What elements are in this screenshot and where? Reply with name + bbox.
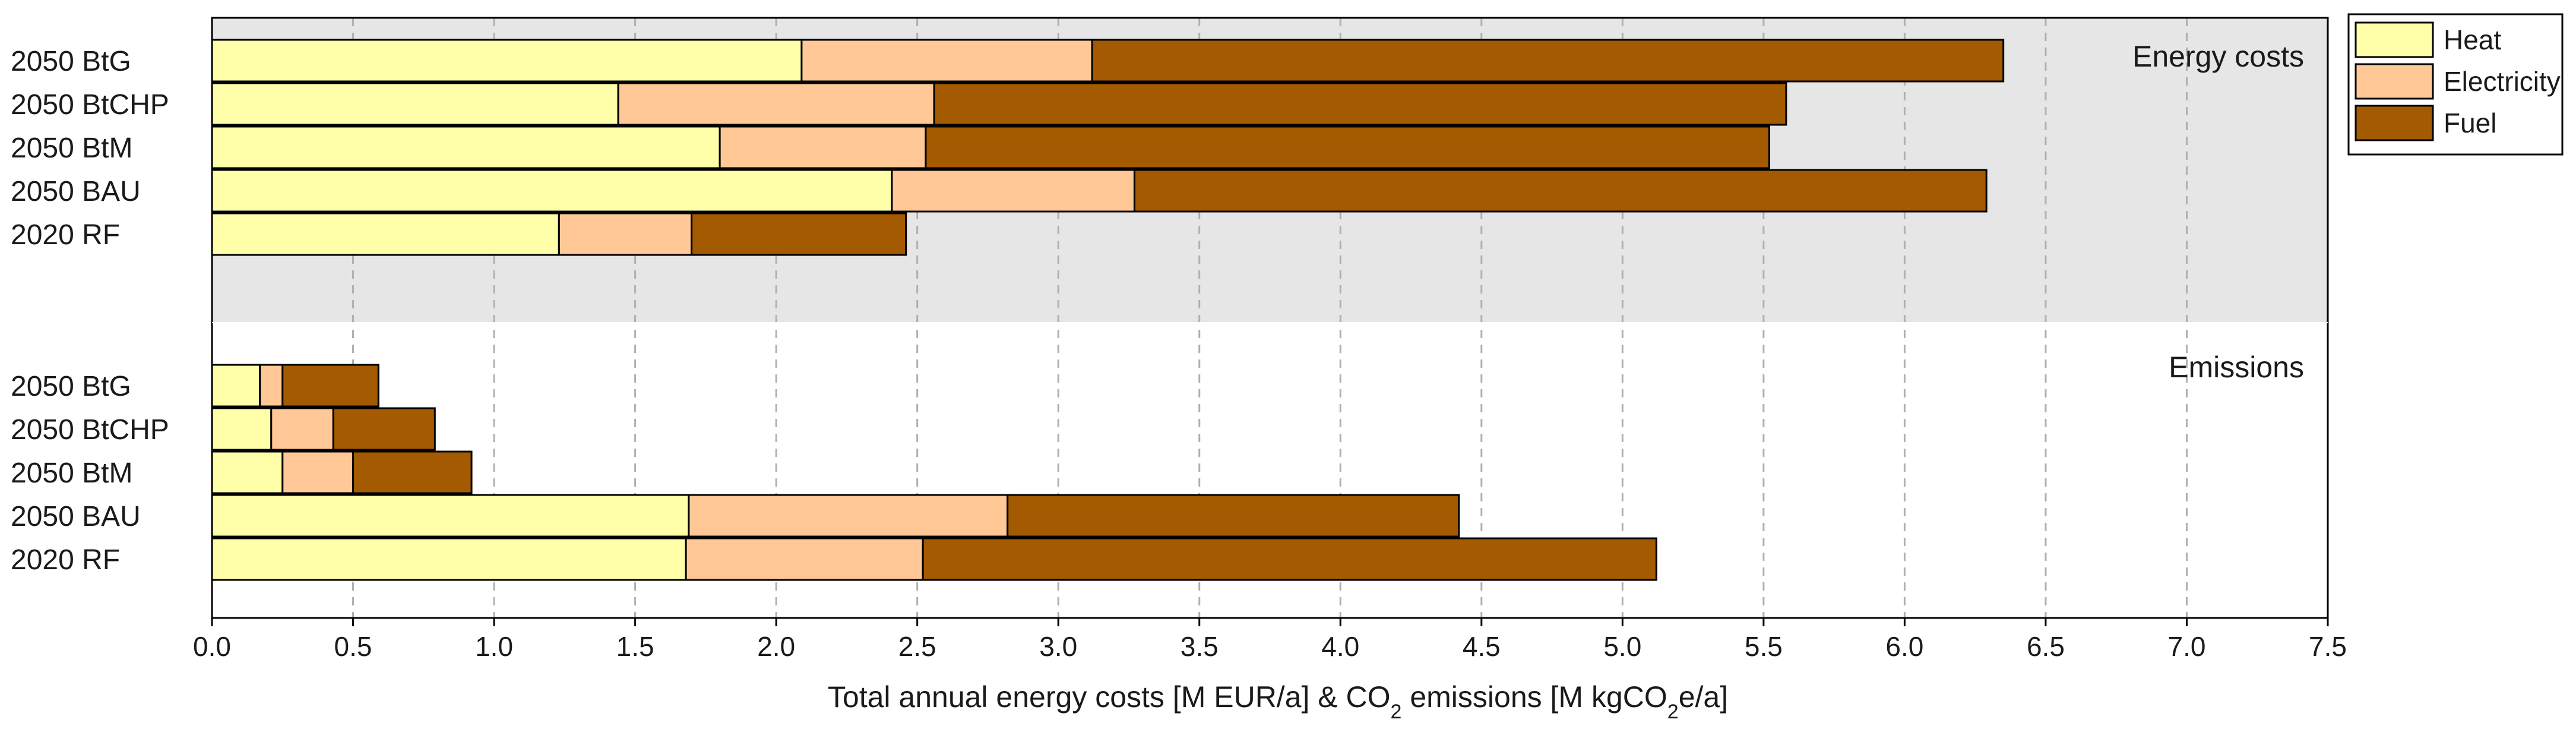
bar-energy-costs-4-heat (211, 212, 560, 256)
x-tick-label-3: 1.5 (616, 631, 654, 662)
bars (211, 39, 2005, 581)
x-tick-label-12: 6.0 (1885, 631, 1923, 662)
x-tick-label-10: 5.0 (1603, 631, 1641, 662)
x-tick-label-5: 2.5 (898, 631, 936, 662)
x-tick-label-4: 2.0 (757, 631, 795, 662)
x-tick-label-7: 3.5 (1181, 631, 1219, 662)
bar-emissions-3-electricity (688, 494, 1009, 538)
bar-emissions-2-electricity (281, 450, 355, 494)
bar-emissions-2-heat (211, 450, 284, 494)
x-tick-label-14: 7.0 (2167, 631, 2205, 662)
bar-emissions-3-heat (211, 494, 690, 538)
plot-frame (211, 17, 2329, 626)
x-tick-label-11: 5.5 (1745, 631, 1783, 662)
x-tick-label-1: 0.5 (334, 631, 372, 662)
bar-emissions-0-heat (211, 364, 261, 408)
legend-swatch-fuel (2355, 105, 2434, 141)
bar-emissions-0-electricity (259, 364, 284, 408)
legend: Heat Electricity Fuel (2347, 13, 2564, 156)
bar-emissions-4-fuel (922, 537, 1657, 581)
x-tick-label-8: 4.0 (1321, 631, 1359, 662)
x-tick-label-2: 1.0 (475, 631, 513, 662)
bar-energy-costs-1-fuel (933, 82, 1787, 126)
bar-emissions-0-fuel (281, 364, 379, 408)
bar-energy-costs-4-fuel (691, 212, 907, 256)
bar-energy-costs-1-electricity (617, 82, 935, 126)
bar-energy-costs-0-heat (211, 39, 803, 83)
gridlines (352, 18, 2188, 618)
legend-label-heat: Heat (2444, 24, 2501, 55)
category-label: 2050 BAU (11, 176, 141, 207)
x-tick-label-0: 0.0 (193, 631, 231, 662)
bar-energy-costs-2-heat (211, 125, 721, 169)
labels: 0.0 0.5 1.0 1.5 2.0 2.5 3.0 3.5 4.0 4.5 5.0 5.5 6.0 6… (11, 40, 2347, 662)
category-label: 2050 BtM (11, 133, 132, 164)
x-tick-label-6: 3.0 (1039, 631, 1077, 662)
bar-emissions-4-electricity (685, 537, 924, 581)
category-label: 2020 RF (11, 219, 120, 251)
bar-emissions-4-heat (211, 537, 687, 581)
x-tick-label-9: 4.5 (1463, 631, 1501, 662)
x-tick-label-15: 7.5 (2309, 631, 2347, 662)
category-label: 2050 BtG (11, 371, 131, 402)
category-label: 2050 BtG (11, 46, 131, 77)
panel-label-1: Emissions (2169, 351, 2304, 384)
legend-swatch-electricity (2355, 63, 2434, 100)
bar-energy-costs-3-fuel (1133, 169, 1988, 213)
category-label: 2020 RF (11, 544, 120, 576)
x-tick-label-13: 6.5 (2027, 631, 2065, 662)
plot-border (211, 17, 2329, 619)
bar-energy-costs-2-fuel (925, 125, 1770, 169)
bar-emissions-1-electricity (270, 407, 334, 451)
category-label: 2050 BAU (11, 501, 141, 532)
bar-energy-costs-3-heat (211, 169, 893, 213)
legend-label-electricity: Electricity (2444, 66, 2561, 97)
x-axis-title: Total annual energy costs [M EUR/a] & CO… (828, 680, 1728, 723)
category-label: 2050 BtCHP (11, 414, 169, 446)
bar-energy-costs-1-heat (211, 82, 619, 126)
bar-energy-costs-0-electricity (800, 39, 1093, 83)
legend-swatch-heat (2355, 21, 2434, 58)
bar-emissions-1-heat (211, 407, 273, 451)
bar-energy-costs-2-electricity (719, 125, 927, 169)
bar-emissions-2-fuel (352, 450, 473, 494)
category-label: 2050 BtCHP (11, 89, 169, 121)
bar-emissions-1-fuel (332, 407, 436, 451)
bar-emissions-3-fuel (1007, 494, 1460, 538)
bar-energy-costs-4-electricity (558, 212, 693, 256)
category-label: 2050 BtM (11, 458, 132, 489)
bar-energy-costs-3-electricity (891, 169, 1135, 213)
panel-label-0: Energy costs (2132, 40, 2304, 73)
legend-label-fuel: Fuel (2444, 108, 2496, 138)
bar-energy-costs-0-fuel (1091, 39, 2005, 83)
